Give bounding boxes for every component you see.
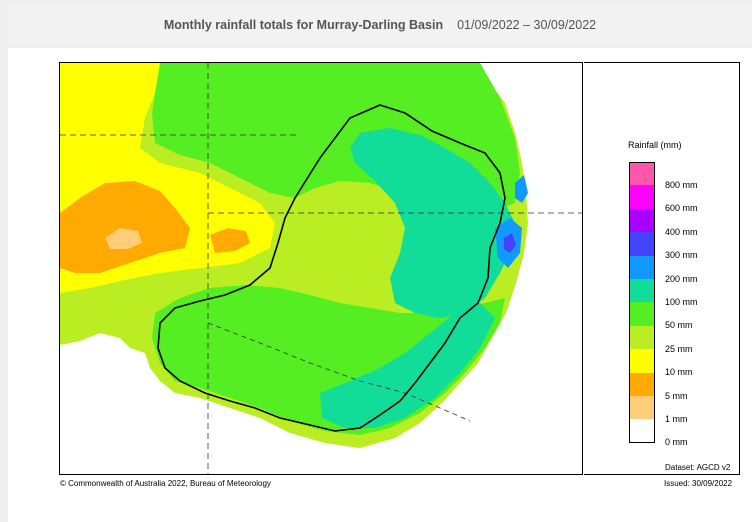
legend-label: 200 mm [665,273,698,284]
legend-swatch [629,255,655,279]
legend-swatch [629,302,655,326]
legend-swatch [629,279,655,303]
legend-label: 5 mm [665,390,688,401]
zone-25mm-mid [275,211,385,288]
legend-panel [584,62,740,475]
zone-5mm [60,181,190,273]
legend-swatch [629,232,655,256]
legend-label: 400 mm [665,226,698,237]
legend-swatch [629,349,655,373]
title-bar: Monthly rainfall totals for Murray-Darli… [8,4,752,46]
legend-label: 100 mm [665,297,698,307]
copyright-text: © Commonwealth of Australia 2022, Bureau… [60,479,271,488]
legend-label: 25 mm [665,343,693,354]
legend-title: Rainfall (mm) [628,140,682,150]
legend-label: 1 mm [665,414,688,424]
legend-swatch [629,208,655,233]
legend-label: 600 mm [665,203,698,214]
zone-100mm-east [350,128,515,318]
legend-swatch [629,162,655,186]
zone-1mm [105,228,142,249]
legend-label: 50 mm [665,320,693,331]
legend-label: 0 mm [665,437,688,448]
rainfall-map [59,62,583,475]
legend-swatch [629,419,655,443]
rainfall-map-svg [60,63,582,474]
legend-label: 10 mm [665,367,693,378]
zone-5mm-small [210,228,250,253]
legend-label: 300 mm [665,250,698,261]
state-border [207,322,471,422]
legend-label: 800 mm [665,180,698,190]
legend-swatch [629,185,655,209]
date-range: 01/09/2022 – 30/09/2022 [457,18,597,32]
legend-swatch [629,325,655,350]
basin-boundary [157,104,506,432]
zone-300mm [504,233,516,253]
dataset-label: Dataset: AGCD v2 [665,463,731,472]
issued-date: Issued: 30/09/2022 [664,479,733,488]
zone-100mm-south [320,303,495,428]
legend-swatch [629,372,655,396]
zone-200mm-north [515,175,528,203]
map-title: Monthly rainfall totals for Murray-Darli… [163,18,444,32]
legend-swatch [629,396,655,420]
